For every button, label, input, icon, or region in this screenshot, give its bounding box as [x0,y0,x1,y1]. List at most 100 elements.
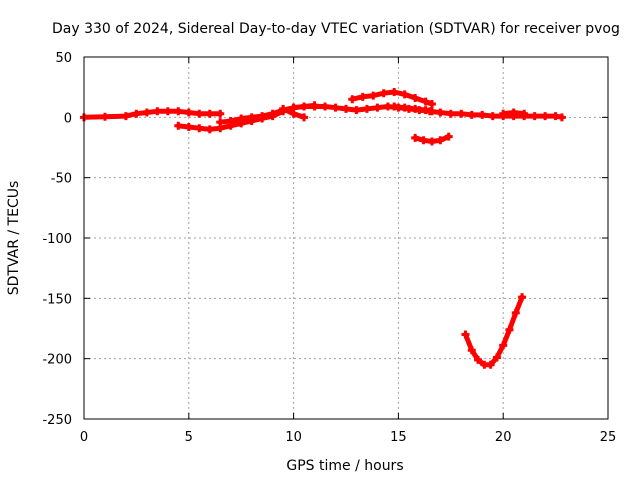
data-point [411,133,420,142]
data-point [174,121,183,130]
data-point [411,104,420,113]
data-point [279,104,288,113]
data-point [100,112,109,121]
data-point [505,325,514,334]
data-point [518,293,527,302]
data-point [557,113,566,122]
data-point [142,108,151,117]
y-tick-label: -100 [42,232,72,247]
data-point [457,109,466,118]
series-track [461,293,527,369]
y-tick-label: -200 [42,353,72,368]
data-point [369,91,378,100]
data-point [153,107,162,116]
tick-labels: 0 5 10 15 20 25 50 0 -50 -100 -150 -200 -250 [42,51,616,445]
data-point [390,102,399,111]
data-point [310,101,319,110]
plot-frame [83,56,609,420]
data-point [163,107,172,116]
data-point [427,137,436,146]
series-track [279,104,309,122]
data-point [300,102,309,111]
series-line [217,102,318,125]
series-track [80,107,225,122]
data-point [467,110,476,119]
data-point [390,87,399,96]
chart-title: Day 330 of 2024, Sidereal Day-to-day VTE… [52,21,620,37]
series-track [411,132,453,146]
data-point [195,124,204,133]
data-point [237,114,246,123]
data-point [174,107,183,116]
data-point [436,136,445,145]
y-tick-label: 50 [55,51,72,66]
data-point [321,102,330,111]
data-point [184,122,193,131]
data-point [358,92,367,101]
series-track [348,87,436,109]
x-tick-label: 15 [390,430,407,445]
data-point [419,136,428,145]
data-point [541,112,550,121]
data-point [446,109,455,118]
data-point [400,90,409,99]
data-point [352,106,361,115]
data-point [488,112,497,121]
data-point [342,104,350,113]
data-point [436,108,445,117]
data-point [499,341,508,350]
data-point [427,107,436,116]
data-point [216,109,225,118]
series-track [390,102,436,116]
data-point [474,355,483,364]
data-point [268,109,277,118]
data-point [258,112,267,121]
data-point [400,103,409,112]
data-point [478,110,487,119]
data-series [80,87,566,369]
y-tick-label: -50 [51,172,72,187]
data-point [195,109,204,118]
x-axis-label: GPS time / hours [286,458,403,474]
data-point [226,116,235,125]
data-point [530,112,539,121]
data-point [300,113,309,122]
y-axis-label: SDTVAR / TECUs [6,181,22,296]
data-point [467,346,476,355]
data-point [411,94,420,103]
data-point [247,113,256,122]
series-track [499,108,529,118]
data-point [184,108,193,117]
data-point [205,125,214,134]
x-tick-label: 25 [600,430,617,445]
data-point [520,109,529,118]
series-line [463,294,525,368]
data-point [421,97,430,106]
x-tick-label: 5 [185,430,193,445]
data-point [379,89,388,98]
data-point [289,109,298,118]
data-point [331,103,340,112]
data-point [348,95,357,104]
data-point [362,104,371,113]
data-point [444,132,453,141]
y-tick-label: -250 [42,413,72,428]
x-tick-label: 0 [80,430,88,445]
y-tick-label: 0 [64,111,72,126]
data-point [509,108,518,117]
data-point [499,109,508,118]
data-point [132,109,141,118]
data-point [461,330,470,339]
data-point [427,100,436,109]
data-point [205,109,214,118]
x-tick-label: 20 [495,430,512,445]
data-point [373,103,382,112]
data-point [216,118,225,127]
data-point [121,112,130,121]
data-point [486,360,495,369]
data-point [511,308,520,317]
data-point [492,353,501,362]
x-tick-label: 10 [285,430,302,445]
y-tick-label: -150 [42,292,72,307]
